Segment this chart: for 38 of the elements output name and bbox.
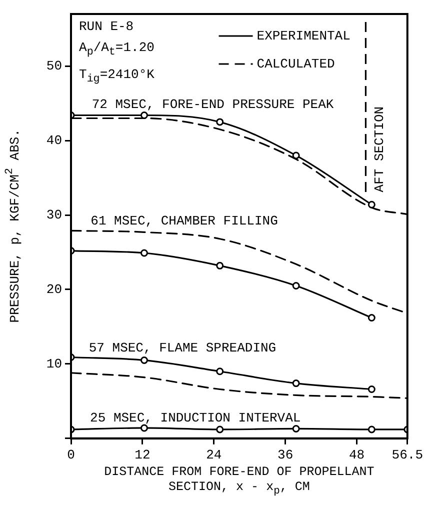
annotation: 61 MSEC, CHAMBER FILLING <box>90 214 278 229</box>
x-tick-label: 12 <box>134 448 150 463</box>
point <box>216 368 224 376</box>
annotation: 57 MSEC, FLAME SPREADING <box>88 340 276 356</box>
y-tick-label: 40 <box>46 133 62 148</box>
point <box>368 200 376 208</box>
ref-line-label: AFT SECTION <box>372 106 388 192</box>
point <box>140 356 148 364</box>
point <box>292 152 300 160</box>
x-tick-label: 24 <box>206 448 222 463</box>
y-tick-label: 50 <box>46 58 62 74</box>
point <box>368 314 376 322</box>
annotation: 25 MSEC, INDUCTION INTERVAL <box>90 410 301 426</box>
point <box>216 118 224 126</box>
x-tick-label: 56.5 <box>392 448 424 463</box>
point <box>216 262 224 270</box>
point <box>368 426 376 434</box>
x-tick-label: 0 <box>67 448 75 463</box>
point <box>292 282 300 290</box>
annotation: A$_{p}$/A$_{t}$=1.20 <box>79 40 154 60</box>
x-tick-label: 36 <box>278 448 294 463</box>
point <box>368 386 376 394</box>
annotation: RUN E-8 <box>79 19 134 34</box>
point <box>140 249 148 257</box>
legend-label: EXPERIMENTAL <box>256 28 350 44</box>
point <box>216 426 224 434</box>
point <box>292 424 300 432</box>
legend-label: CALCULATED <box>256 56 335 72</box>
point <box>140 424 148 432</box>
point <box>292 380 300 388</box>
y-tick-label: 20 <box>46 282 62 297</box>
y-tick-label: 10 <box>46 356 62 372</box>
x-axis-title: DISTANCE FROM FORE-END OF PROPELLANT SECTION, x - x$_{p}$, CM <box>103 465 376 500</box>
annotation: T$_{ig}$=2410°K <box>79 67 154 87</box>
annotation: 72 MSEC, FORE-END PRESSURE PEAK <box>92 96 334 112</box>
y-tick-label: 30 <box>46 207 62 222</box>
x-tick-label: 48 <box>348 448 365 463</box>
point <box>140 112 148 120</box>
